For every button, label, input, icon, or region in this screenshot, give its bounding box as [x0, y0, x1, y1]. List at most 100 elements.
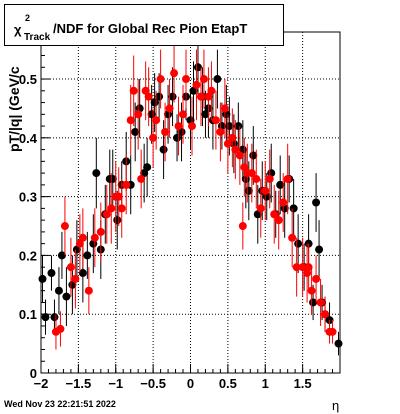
data-point [155, 92, 164, 101]
data-point [113, 216, 122, 225]
data-point [187, 122, 196, 131]
y-axis-ticks: 0 0.1 0.2 0.3 0.4 0.5 [19, 43, 50, 381]
data-point [129, 86, 138, 95]
data-point [288, 233, 297, 242]
data-point [84, 286, 93, 295]
data-point [143, 163, 152, 172]
y-tick-label: 0.5 [19, 72, 37, 87]
data-point [174, 122, 183, 131]
data-point [168, 92, 177, 101]
data-point [117, 204, 126, 213]
data-point [312, 274, 321, 283]
y-axis-label: pT/|q| (GeV/c [6, 66, 22, 152]
x-tick-label: −1.5 [66, 376, 92, 391]
data-point [307, 286, 316, 295]
data-point [47, 269, 56, 278]
data-point [213, 75, 222, 84]
data-point [207, 86, 216, 95]
data-point [253, 210, 262, 219]
data-point [90, 233, 99, 242]
data-point [235, 151, 244, 160]
data-point [75, 239, 84, 248]
y-tick-label: 0.4 [19, 131, 38, 146]
data-point [137, 174, 146, 183]
chart-title-box: χ 2 Track /NDF for Global Rec Pion EtapT [4, 4, 284, 46]
data-point [292, 263, 301, 272]
data-point [298, 263, 307, 272]
data-point [78, 233, 87, 242]
data-point [199, 75, 208, 84]
data-point [72, 245, 81, 254]
data-point [225, 122, 234, 131]
data-point [276, 180, 285, 189]
data-point [274, 216, 283, 225]
data-point [83, 251, 92, 260]
x-axis-label: η [332, 398, 340, 413]
data-point [304, 263, 313, 272]
data-point [170, 69, 179, 78]
data-point [50, 313, 59, 322]
data-point [244, 186, 253, 195]
data-point [189, 86, 198, 95]
data-point [240, 163, 249, 172]
data-point [161, 127, 170, 136]
data-point [265, 174, 274, 183]
data-point [261, 186, 270, 195]
data-point [223, 139, 232, 148]
data-point [192, 80, 201, 89]
data-point [107, 204, 116, 213]
data-point [122, 180, 131, 189]
data-points [38, 37, 343, 356]
data-point [179, 110, 188, 119]
data-point [57, 251, 66, 260]
data-point [78, 269, 87, 278]
data-point [177, 127, 186, 136]
chart-title: /NDF for Global Rec Pion EtapT [53, 21, 248, 36]
data-point [149, 133, 158, 142]
data-point [294, 239, 303, 248]
data-point [247, 169, 256, 178]
data-point [159, 145, 168, 154]
data-point [270, 210, 279, 219]
data-point [211, 116, 220, 125]
series-1 [51, 43, 337, 350]
data-point [38, 274, 47, 283]
data-point [328, 327, 337, 336]
data-point [62, 292, 71, 301]
data-point [60, 222, 69, 231]
y-tick-label: 0.1 [19, 307, 37, 322]
data-point [114, 192, 123, 201]
data-point [150, 98, 159, 107]
data-point [71, 274, 80, 283]
y-tick-label: 0 [30, 366, 37, 381]
data-point [193, 63, 202, 72]
data-point [289, 204, 298, 213]
data-point [144, 92, 153, 101]
title-subscript: Track [24, 32, 51, 43]
data-point [182, 75, 191, 84]
data-point [56, 324, 65, 333]
grid-lines [41, 32, 340, 373]
data-point [238, 145, 247, 154]
data-point [279, 198, 288, 207]
data-point [201, 110, 210, 119]
data-point [152, 116, 161, 125]
data-point [96, 227, 105, 236]
data-point [309, 298, 318, 307]
x-tick-label: −0.5 [140, 376, 166, 391]
data-point [321, 310, 330, 319]
data-point [334, 339, 343, 348]
x-tick-label: 1 [262, 376, 269, 391]
data-point [234, 122, 243, 131]
data-point [228, 133, 237, 142]
data-point [68, 280, 77, 289]
data-point [315, 245, 324, 254]
x-tick-label: −2 [34, 376, 49, 391]
data-point [196, 92, 205, 101]
data-point [141, 86, 150, 95]
data-point [41, 313, 50, 322]
y-tick-label: 0.2 [19, 248, 37, 263]
data-point [231, 145, 240, 154]
data-point [92, 169, 101, 178]
